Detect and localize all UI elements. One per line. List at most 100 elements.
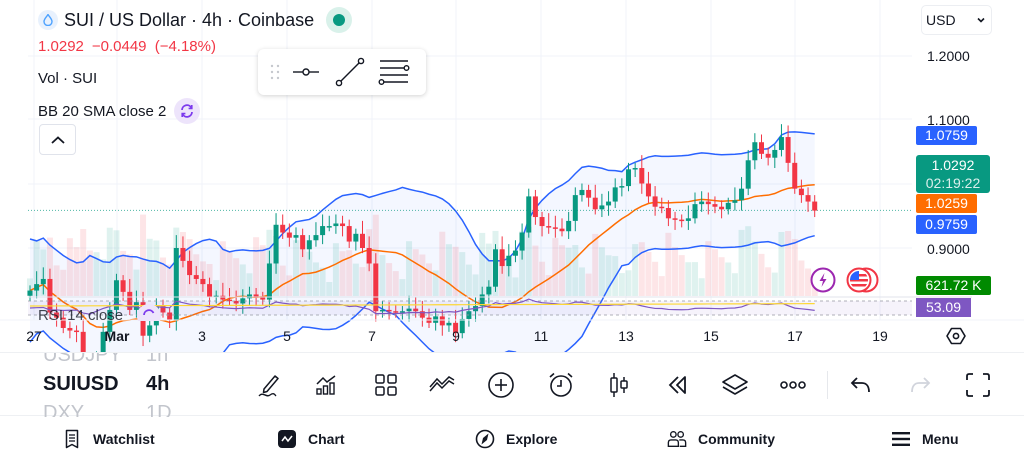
drawing-toolbar bbox=[258, 49, 426, 95]
symbol-interval: 1D bbox=[146, 402, 172, 417]
time-axis-label: 15 bbox=[703, 328, 719, 344]
nav-label: Watchlist bbox=[93, 431, 155, 447]
replay-button[interactable] bbox=[664, 371, 692, 399]
chart-pane[interactable]: SUI / US Dollar · 4h · Coinbase 1.0292 −0… bbox=[0, 0, 1024, 352]
bb-lower-price-tag: 0.9759 bbox=[916, 215, 977, 234]
time-axis-label: 13 bbox=[618, 328, 634, 344]
time-axis-label: 5 bbox=[283, 328, 291, 344]
time-axis-label: 9 bbox=[452, 328, 460, 344]
volume-indicator-label: Vol · SUI bbox=[38, 69, 98, 87]
plus-circle-icon bbox=[488, 372, 514, 398]
symbol-option-active[interactable]: SUIUSD 4h bbox=[43, 373, 169, 396]
price-axis-label: 1.1000 bbox=[927, 112, 970, 128]
fullscreen-button[interactable] bbox=[964, 371, 992, 399]
refresh-icon[interactable] bbox=[174, 98, 201, 124]
collapse-legend-button[interactable] bbox=[39, 124, 76, 155]
price-chart[interactable] bbox=[0, 0, 1024, 352]
price-axis-label: 1.2000 bbox=[927, 48, 970, 64]
rewind-icon bbox=[668, 376, 686, 394]
time-axis-label: 7 bbox=[368, 328, 376, 344]
currency-value: USD bbox=[926, 12, 956, 28]
symbol-name: DXY bbox=[43, 402, 85, 417]
chart-icon bbox=[277, 429, 297, 449]
symbol-name: SUIUSD bbox=[43, 373, 119, 395]
draw-button[interactable] bbox=[256, 371, 284, 399]
price-change: −0.0449 bbox=[91, 38, 147, 55]
hamburger-menu-icon bbox=[891, 429, 911, 449]
bb-indicator-label: BB 20 SMA close 2 bbox=[38, 102, 167, 120]
nav-explore[interactable]: Explore bbox=[475, 429, 557, 449]
us-economic-event-icon[interactable] bbox=[846, 267, 880, 293]
alert-button[interactable] bbox=[547, 371, 575, 399]
rsi-value-tag: 53.09 bbox=[916, 298, 971, 317]
chart-settings-icon[interactable] bbox=[946, 326, 966, 346]
rsi-refresh-icon[interactable] bbox=[136, 303, 162, 321]
volume-indicator-legend[interactable]: Vol · SUI bbox=[38, 68, 352, 88]
undo-button[interactable] bbox=[847, 371, 875, 399]
layouts-button[interactable] bbox=[372, 371, 400, 399]
more-button[interactable] bbox=[779, 371, 807, 399]
indicators-icon bbox=[316, 375, 336, 395]
symbol-title[interactable]: SUI / US Dollar · 4h · Coinbase bbox=[64, 9, 315, 30]
time-axis-label: 19 bbox=[872, 328, 888, 344]
time-axis-label: 3 bbox=[198, 328, 206, 344]
compare-button[interactable] bbox=[428, 371, 456, 399]
nav-label: Menu bbox=[922, 431, 959, 447]
layers-icon bbox=[722, 374, 748, 395]
nav-label: Explore bbox=[506, 431, 558, 447]
community-icon bbox=[667, 429, 687, 449]
redo-button[interactable] bbox=[906, 371, 934, 399]
toolbar-divider bbox=[827, 371, 828, 399]
price-axis-label: 0.9000 bbox=[927, 241, 970, 257]
fib-retracement-tool-icon[interactable] bbox=[372, 54, 416, 90]
chart-legend: SUI / US Dollar · 4h · Coinbase 1.0292 −0… bbox=[38, 7, 353, 124]
add-symbol-button[interactable] bbox=[487, 371, 515, 399]
volume-price-tag: 621.72 K bbox=[916, 276, 991, 295]
symbol-picker-wheel[interactable]: USDJPY 1h SUIUSD 4h DXY 1D bbox=[43, 353, 203, 417]
sui-logo-icon bbox=[38, 10, 58, 30]
nav-community[interactable]: Community bbox=[667, 429, 775, 449]
price-change-row: 1.0292 −0.0449 (−4.18%) bbox=[38, 38, 352, 56]
trend-line-tool-icon[interactable] bbox=[328, 54, 372, 90]
bottom-toolbar: USDJPY 1h SUIUSD 4h DXY 1D bbox=[0, 352, 1024, 417]
drag-handle-icon[interactable] bbox=[266, 64, 284, 80]
time-axis-label: 11 bbox=[533, 328, 549, 344]
last-price-tag: 1.0292 02:19:22 bbox=[916, 155, 990, 193]
price-change-pct: (−4.18%) bbox=[154, 38, 216, 55]
symbol-interval: 1h bbox=[146, 353, 169, 366]
last-price-value: 1.0292 bbox=[931, 157, 975, 173]
market-status-icon[interactable] bbox=[326, 7, 353, 33]
object-tree-button[interactable] bbox=[721, 371, 749, 399]
bb-basis-price-tag: 1.0259 bbox=[916, 194, 977, 213]
bottom-nav: Watchlist Chart Explore Community Menu bbox=[0, 417, 1024, 461]
symbol-option[interactable]: DXY 1D bbox=[43, 402, 172, 417]
bb-indicator-legend[interactable]: BB 20 SMA close 2 bbox=[38, 98, 352, 124]
chevron-up-icon bbox=[50, 135, 65, 144]
nav-label: Community bbox=[698, 431, 775, 447]
watchlist-icon bbox=[62, 429, 82, 449]
chevron-down-icon bbox=[977, 17, 985, 23]
currency-select[interactable]: USD bbox=[921, 5, 992, 35]
redo-icon bbox=[911, 377, 931, 393]
symbol-option[interactable]: USDJPY 1h bbox=[43, 353, 168, 367]
pencil-icon bbox=[258, 375, 279, 397]
horizontal-line-tool-icon[interactable] bbox=[284, 54, 328, 90]
more-dots-icon bbox=[780, 381, 806, 389]
fullscreen-icon bbox=[966, 373, 990, 397]
compass-icon bbox=[475, 429, 495, 449]
nav-watchlist[interactable]: Watchlist bbox=[62, 429, 155, 449]
bar-countdown: 02:19:22 bbox=[925, 175, 981, 191]
indicators-button[interactable] bbox=[312, 371, 340, 399]
nav-menu[interactable]: Menu bbox=[891, 429, 959, 449]
grid-icon bbox=[375, 374, 397, 396]
nav-label: Chart bbox=[308, 431, 345, 447]
time-axis-label: Mar bbox=[104, 328, 130, 344]
chart-type-button[interactable] bbox=[605, 371, 633, 399]
lightning-event-icon[interactable] bbox=[810, 267, 836, 293]
nav-chart[interactable]: Chart bbox=[277, 429, 345, 449]
last-price: 1.0292 bbox=[38, 38, 84, 55]
undo-icon bbox=[850, 377, 870, 393]
candlestick-icon bbox=[610, 373, 628, 397]
rsi-indicator-label[interactable]: RSI 14 close bbox=[38, 307, 124, 321]
